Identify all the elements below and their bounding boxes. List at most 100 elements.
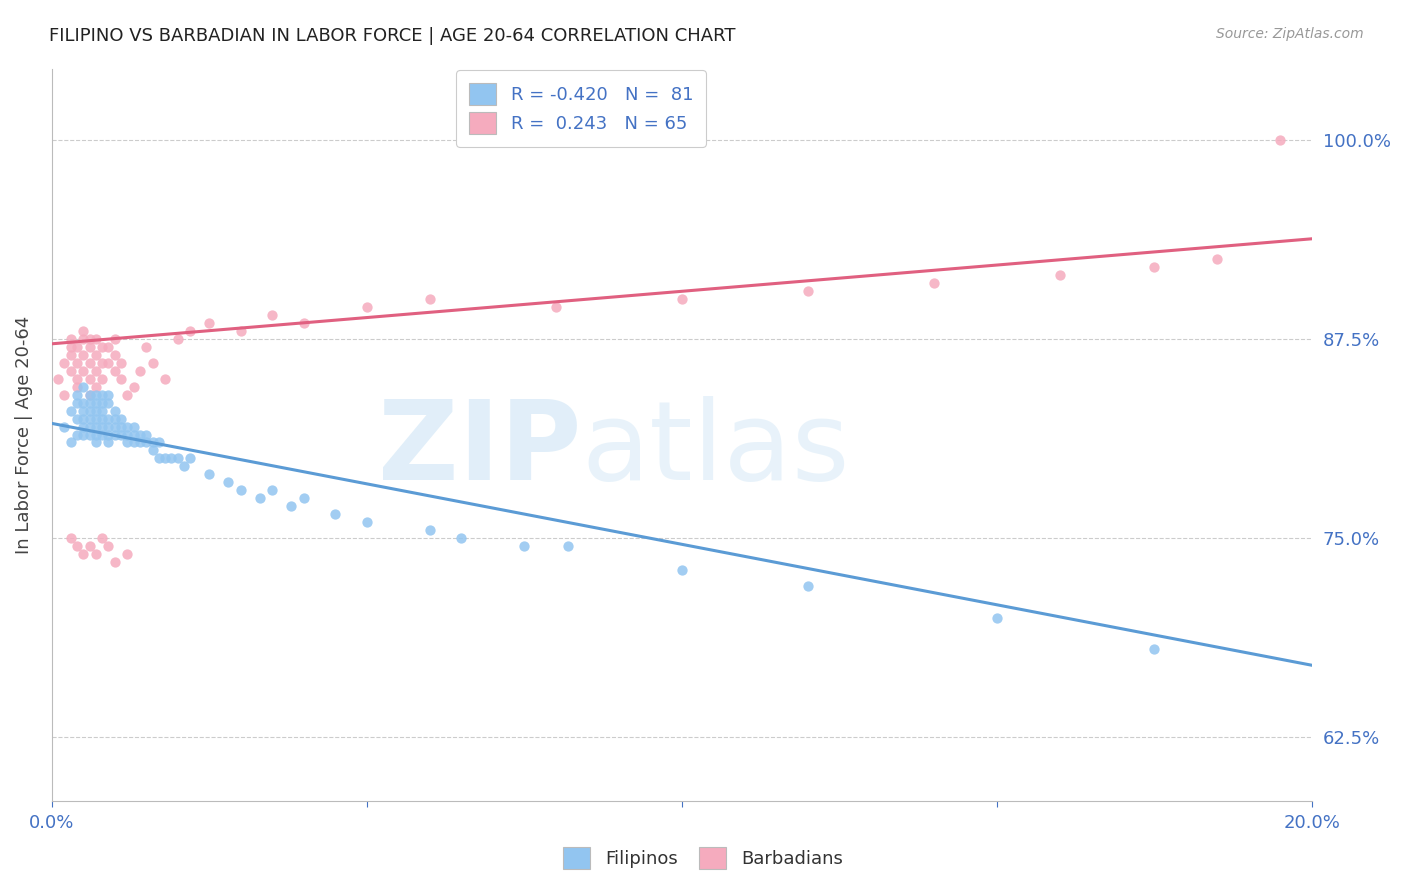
Point: [142, 443, 165, 458]
Point: [59, 531, 82, 545]
Point: [97, 419, 120, 434]
Point: [53, 388, 76, 402]
Point: [557, 539, 579, 553]
Point: [72, 547, 94, 561]
Point: [148, 435, 170, 450]
Point: [262, 483, 284, 498]
Point: [91, 427, 114, 442]
Point: [198, 316, 221, 330]
Point: [173, 459, 195, 474]
Point: [84, 348, 107, 362]
Point: [104, 555, 127, 569]
Point: [323, 507, 346, 521]
Point: [122, 427, 145, 442]
Point: [59, 364, 82, 378]
Point: [129, 427, 152, 442]
Point: [66, 539, 89, 553]
Point: [104, 364, 127, 378]
Point: [135, 435, 157, 450]
Point: [59, 332, 82, 346]
Point: [84, 435, 107, 450]
Point: [122, 435, 145, 450]
Point: [1270, 133, 1292, 147]
Point: [292, 491, 315, 505]
Point: [84, 403, 107, 417]
Point: [986, 610, 1008, 624]
Legend: R = -0.420   N =  81, R =  0.243   N = 65: R = -0.420 N = 81, R = 0.243 N = 65: [457, 70, 706, 147]
Point: [97, 356, 120, 370]
Point: [72, 395, 94, 409]
Point: [79, 388, 101, 402]
Point: [84, 388, 107, 402]
Point: [160, 451, 183, 466]
Text: Source: ZipAtlas.com: Source: ZipAtlas.com: [1216, 27, 1364, 41]
Point: [117, 435, 139, 450]
Point: [104, 403, 127, 417]
Point: [91, 372, 114, 386]
Point: [97, 539, 120, 553]
Point: [179, 451, 201, 466]
Point: [66, 380, 89, 394]
Point: [59, 340, 82, 354]
Point: [84, 427, 107, 442]
Point: [66, 340, 89, 354]
Point: [104, 348, 127, 362]
Point: [66, 388, 89, 402]
Point: [117, 388, 139, 402]
Point: [166, 451, 188, 466]
Text: FILIPINO VS BARBADIAN IN LABOR FORCE | AGE 20-64 CORRELATION CHART: FILIPINO VS BARBADIAN IN LABOR FORCE | A…: [49, 27, 735, 45]
Point: [72, 380, 94, 394]
Point: [84, 395, 107, 409]
Point: [79, 356, 101, 370]
Point: [84, 547, 107, 561]
Point: [79, 539, 101, 553]
Point: [356, 515, 378, 529]
Point: [229, 483, 252, 498]
Point: [91, 340, 114, 354]
Point: [79, 427, 101, 442]
Point: [53, 356, 76, 370]
Point: [249, 491, 271, 505]
Point: [91, 411, 114, 425]
Point: [1143, 260, 1166, 275]
Point: [292, 316, 315, 330]
Point: [671, 292, 693, 306]
Point: [513, 539, 536, 553]
Point: [544, 300, 567, 314]
Point: [148, 451, 170, 466]
Point: [117, 427, 139, 442]
Point: [110, 372, 132, 386]
Point: [72, 324, 94, 338]
Point: [53, 419, 76, 434]
Point: [66, 372, 89, 386]
Point: [79, 403, 101, 417]
Point: [97, 388, 120, 402]
Point: [671, 563, 693, 577]
Point: [66, 411, 89, 425]
Point: [79, 419, 101, 434]
Point: [66, 356, 89, 370]
Point: [84, 419, 107, 434]
Point: [84, 411, 107, 425]
Point: [91, 419, 114, 434]
Text: atlas: atlas: [581, 396, 849, 503]
Point: [97, 435, 120, 450]
Point: [104, 419, 127, 434]
Point: [97, 395, 120, 409]
Point: [72, 403, 94, 417]
Point: [135, 340, 157, 354]
Point: [79, 372, 101, 386]
Point: [1049, 268, 1071, 283]
Point: [79, 388, 101, 402]
Point: [110, 356, 132, 370]
Point: [72, 411, 94, 425]
Point: [97, 427, 120, 442]
Point: [117, 547, 139, 561]
Point: [91, 395, 114, 409]
Point: [217, 475, 239, 490]
Point: [59, 403, 82, 417]
Point: [419, 523, 441, 537]
Point: [104, 332, 127, 346]
Point: [1206, 252, 1229, 267]
Point: [122, 380, 145, 394]
